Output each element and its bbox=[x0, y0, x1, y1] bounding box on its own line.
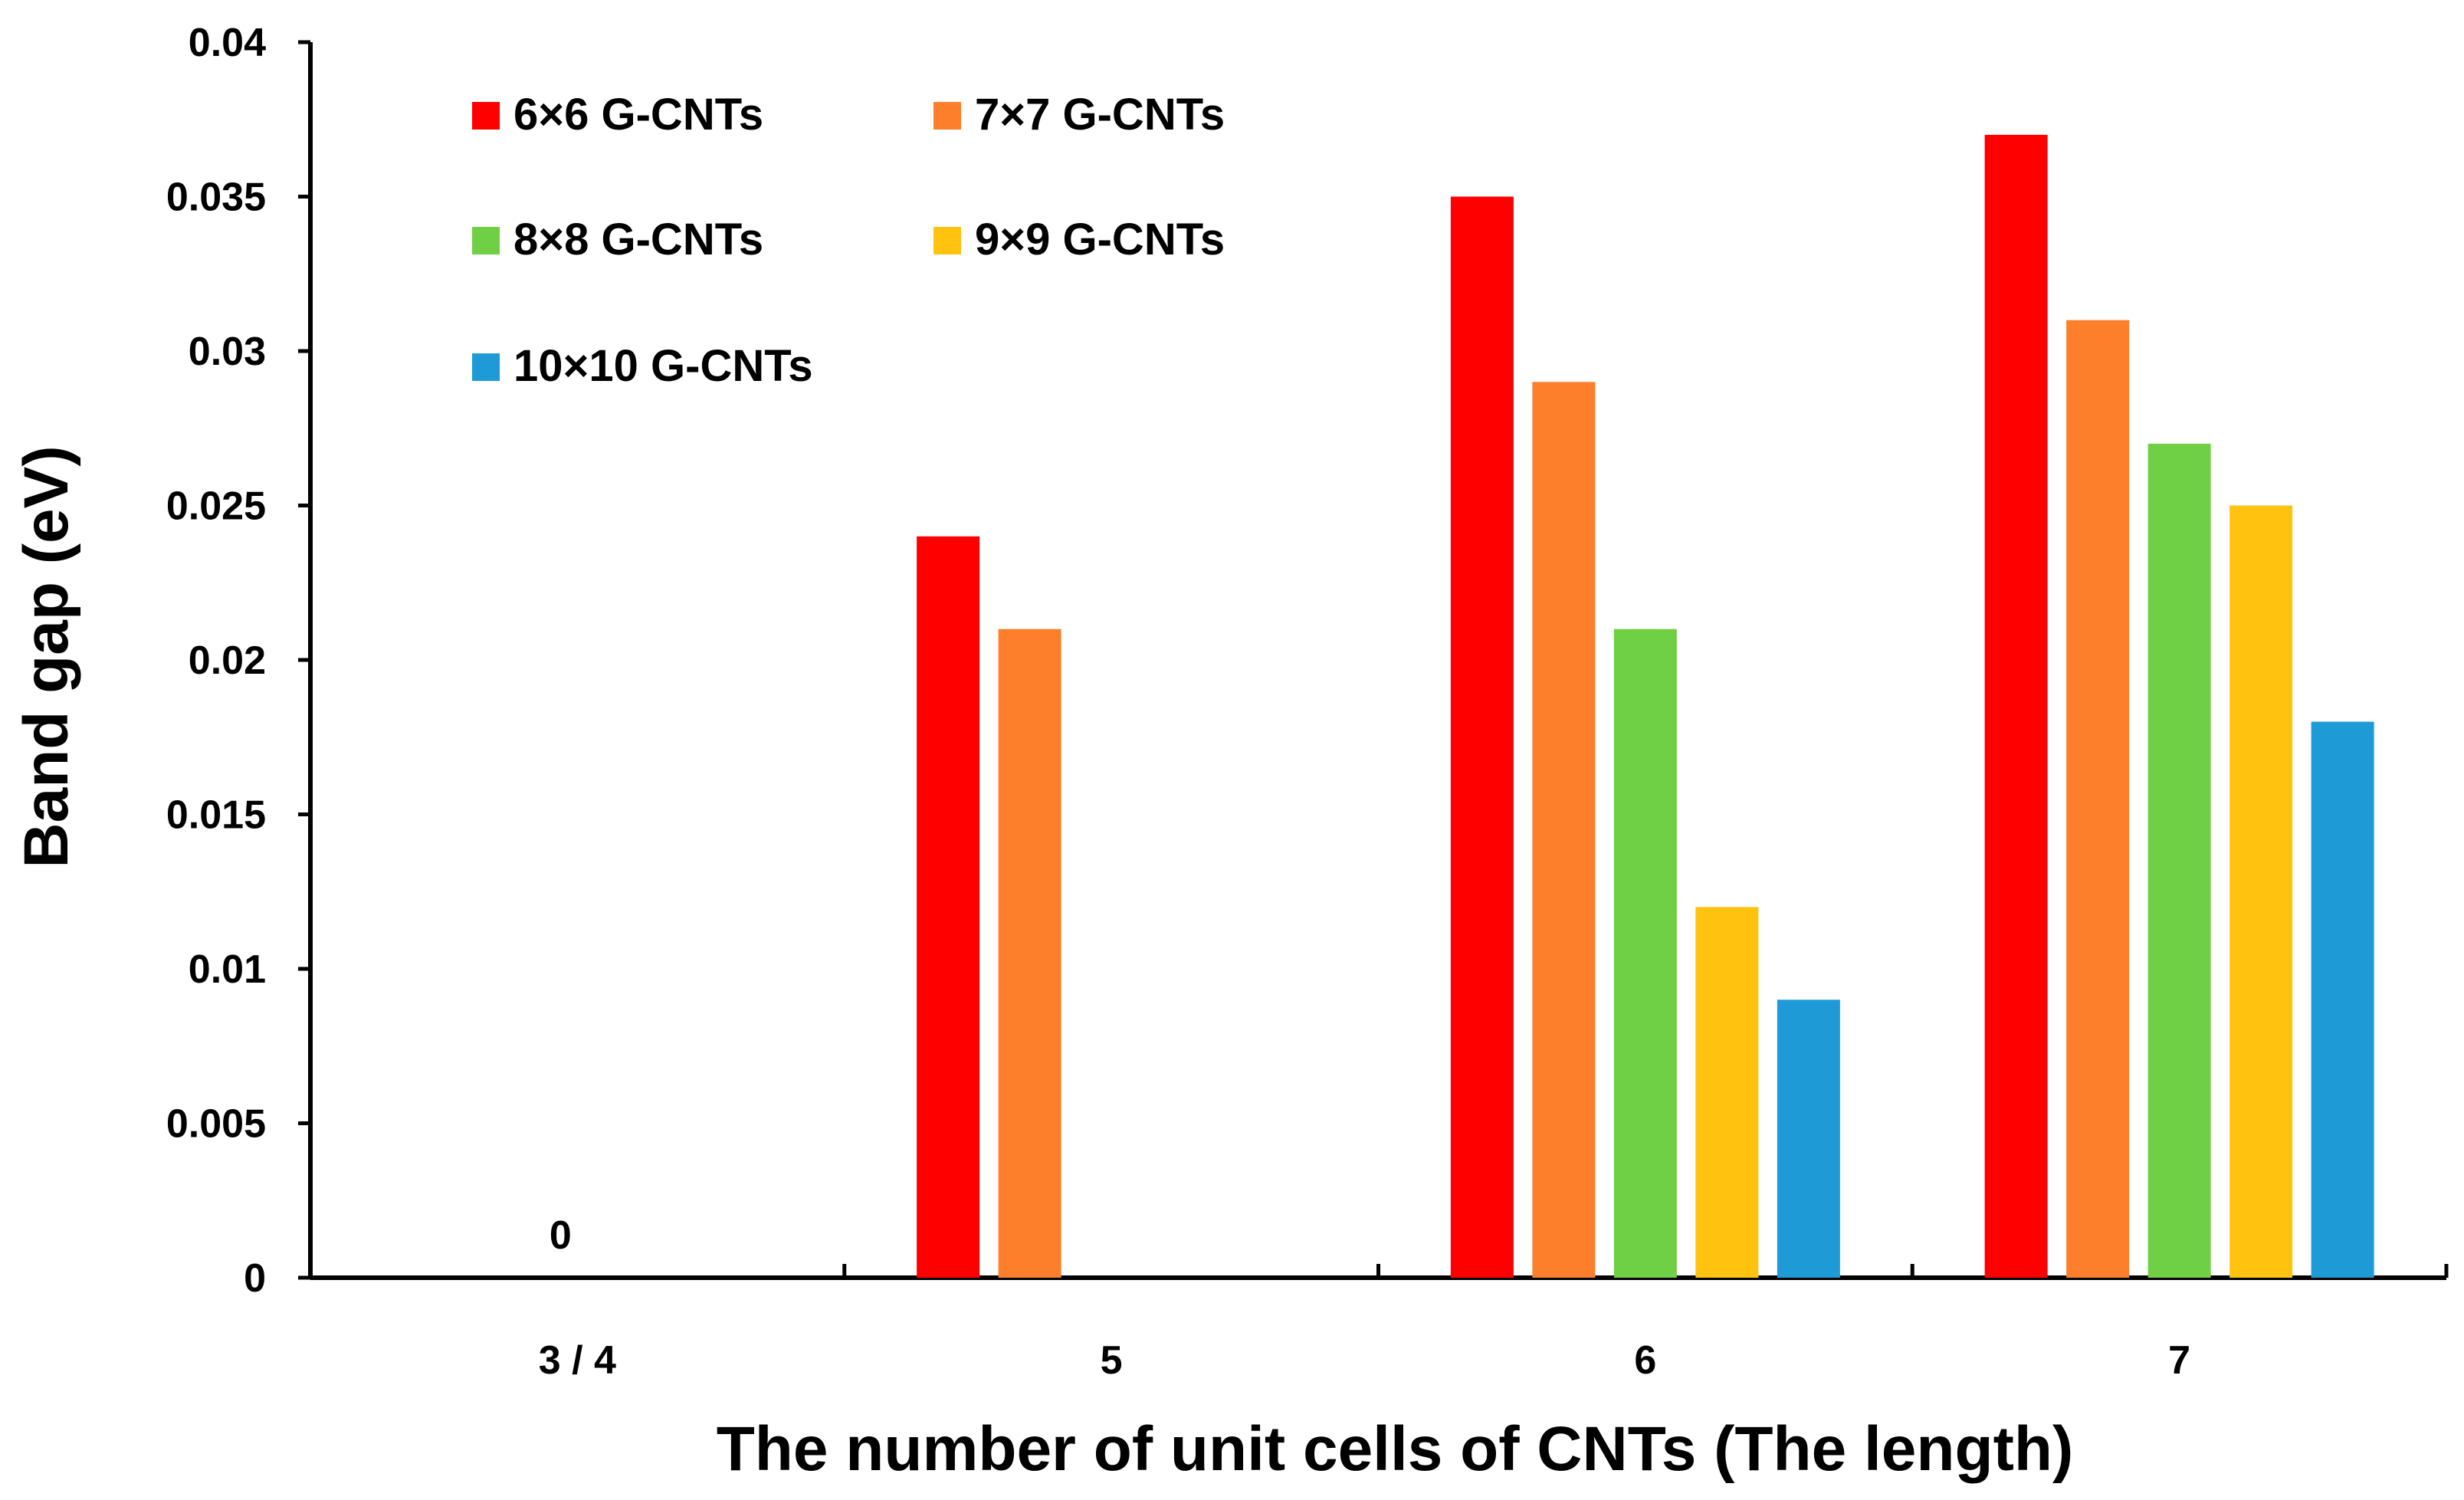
legend-swatch bbox=[933, 227, 961, 254]
bar bbox=[2147, 443, 2211, 1278]
y-tick-label: 0.02 bbox=[189, 638, 266, 683]
y-tick-label: 0.01 bbox=[189, 947, 266, 992]
legend-swatch bbox=[472, 353, 500, 381]
bar bbox=[1777, 999, 1840, 1278]
legend-label: 9×9 G-CNTs bbox=[975, 215, 1225, 264]
y-tick-label: 0.035 bbox=[166, 176, 266, 220]
y-tick-label: 0 bbox=[244, 1256, 266, 1301]
legend: 6×6 G-CNTs 7×7 G-CNTs 8×8 G-CNTs 9×9 G-CNTs… bbox=[472, 90, 1225, 391]
bar bbox=[1984, 134, 2048, 1278]
y-tick-label: 0.03 bbox=[189, 330, 266, 374]
y-tick-label: 0.005 bbox=[166, 1102, 266, 1147]
bar bbox=[1450, 196, 1514, 1278]
bar bbox=[1613, 629, 1677, 1278]
x-tick-label: 6 bbox=[1634, 1338, 1656, 1383]
bar bbox=[998, 629, 1061, 1278]
annotations: 0 bbox=[550, 1213, 572, 1258]
x-tick-label: 5 bbox=[1101, 1338, 1123, 1383]
x-axis: 3 / 4 5 6 7 bbox=[308, 1264, 2449, 1383]
y-tick-label: 0.025 bbox=[166, 484, 266, 529]
legend-label: 10×10 G-CNTs bbox=[513, 341, 813, 391]
x-tick-label: 3 / 4 bbox=[539, 1338, 616, 1383]
bar bbox=[1532, 382, 1596, 1278]
legend-swatch bbox=[472, 227, 500, 254]
bar bbox=[2311, 721, 2374, 1278]
y-axis: 0 0.005 0.01 0.015 0.02 0.025 0.03 0.035 0.04 bbox=[166, 21, 313, 1301]
bar bbox=[1695, 907, 1759, 1278]
bar bbox=[917, 536, 980, 1278]
x-axis-title: The number of unit cells of CNTs (The le… bbox=[717, 1414, 2074, 1484]
legend-label: 8×8 G-CNTs bbox=[513, 215, 763, 264]
y-tick-label: 0.015 bbox=[166, 793, 266, 838]
bars bbox=[917, 134, 2374, 1278]
y-axis-title: Band gap (eV) bbox=[11, 445, 81, 868]
bar bbox=[2229, 505, 2293, 1278]
legend-swatch bbox=[933, 102, 961, 130]
legend-swatch bbox=[472, 102, 500, 130]
bar bbox=[2066, 320, 2130, 1278]
legend-label: 6×6 G-CNTs bbox=[513, 90, 763, 139]
data-label: 0 bbox=[550, 1213, 572, 1258]
x-tick-label: 7 bbox=[2168, 1338, 2190, 1383]
y-tick-label: 0.04 bbox=[189, 21, 266, 65]
legend-label: 7×7 G-CNTs bbox=[975, 90, 1225, 139]
